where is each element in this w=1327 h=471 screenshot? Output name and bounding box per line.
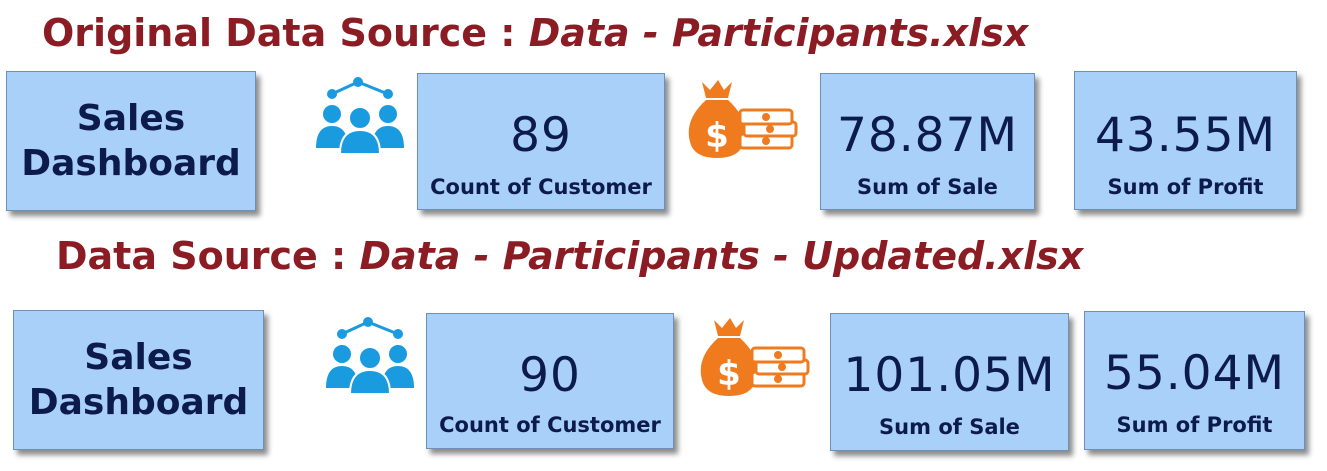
svg-text:$: $ [717, 354, 741, 394]
sum-of-profit-value: 55.04M [1103, 346, 1286, 401]
heading-updated: Data Source : Data - Participants - Upda… [56, 237, 1083, 275]
title-card: Sales Dashboard [6, 71, 256, 211]
heading-source-file: Data - Participants - Updated.xlsx [359, 234, 1084, 278]
sum-of-sale-value: 78.87M [836, 108, 1019, 163]
money-bag-icon: $ [688, 80, 798, 158]
title-line2: Dashboard [28, 382, 249, 423]
sum-of-sale-label: Sum of Sale [879, 415, 1020, 439]
sum-of-profit-value: 43.55M [1094, 108, 1277, 163]
sum-of-profit-label: Sum of Profit [1116, 413, 1273, 437]
sum-of-sale-label: Sum of Sale [857, 175, 998, 199]
sum-of-profit-label: Sum of Profit [1107, 175, 1264, 199]
customer-count-card: 90 Count of Customer [426, 313, 674, 449]
heading-original: Original Data Source : Data - Participan… [42, 14, 1028, 52]
customer-count-label: Count of Customer [439, 413, 661, 437]
people-group-icon [326, 317, 414, 395]
sum-of-sale-card: 101.05M Sum of Sale [830, 313, 1069, 451]
customer-count-card: 89 Count of Customer [417, 73, 665, 210]
customer-count-value: 90 [519, 348, 581, 403]
heading-label: Data Source : [56, 234, 347, 278]
title-line1: Sales [76, 98, 186, 139]
heading-label: Original Data Source : [42, 11, 516, 55]
customer-count-value: 89 [510, 108, 572, 163]
svg-text:$: $ [705, 116, 729, 156]
title-card: Sales Dashboard [13, 310, 264, 450]
sum-of-sale-value: 101.05M [843, 348, 1056, 403]
heading-source-file: Data - Participants.xlsx [528, 11, 1029, 55]
title-line2: Dashboard [21, 143, 241, 184]
sum-of-sale-card: 78.87M Sum of Sale [820, 73, 1035, 210]
sum-of-profit-card: 55.04M Sum of Profit [1084, 311, 1305, 450]
money-bag-icon: $ [700, 318, 810, 396]
title-line1: Sales [84, 337, 193, 378]
people-group-icon [316, 77, 404, 155]
customer-count-label: Count of Customer [430, 175, 652, 199]
sum-of-profit-card: 43.55M Sum of Profit [1074, 71, 1297, 210]
